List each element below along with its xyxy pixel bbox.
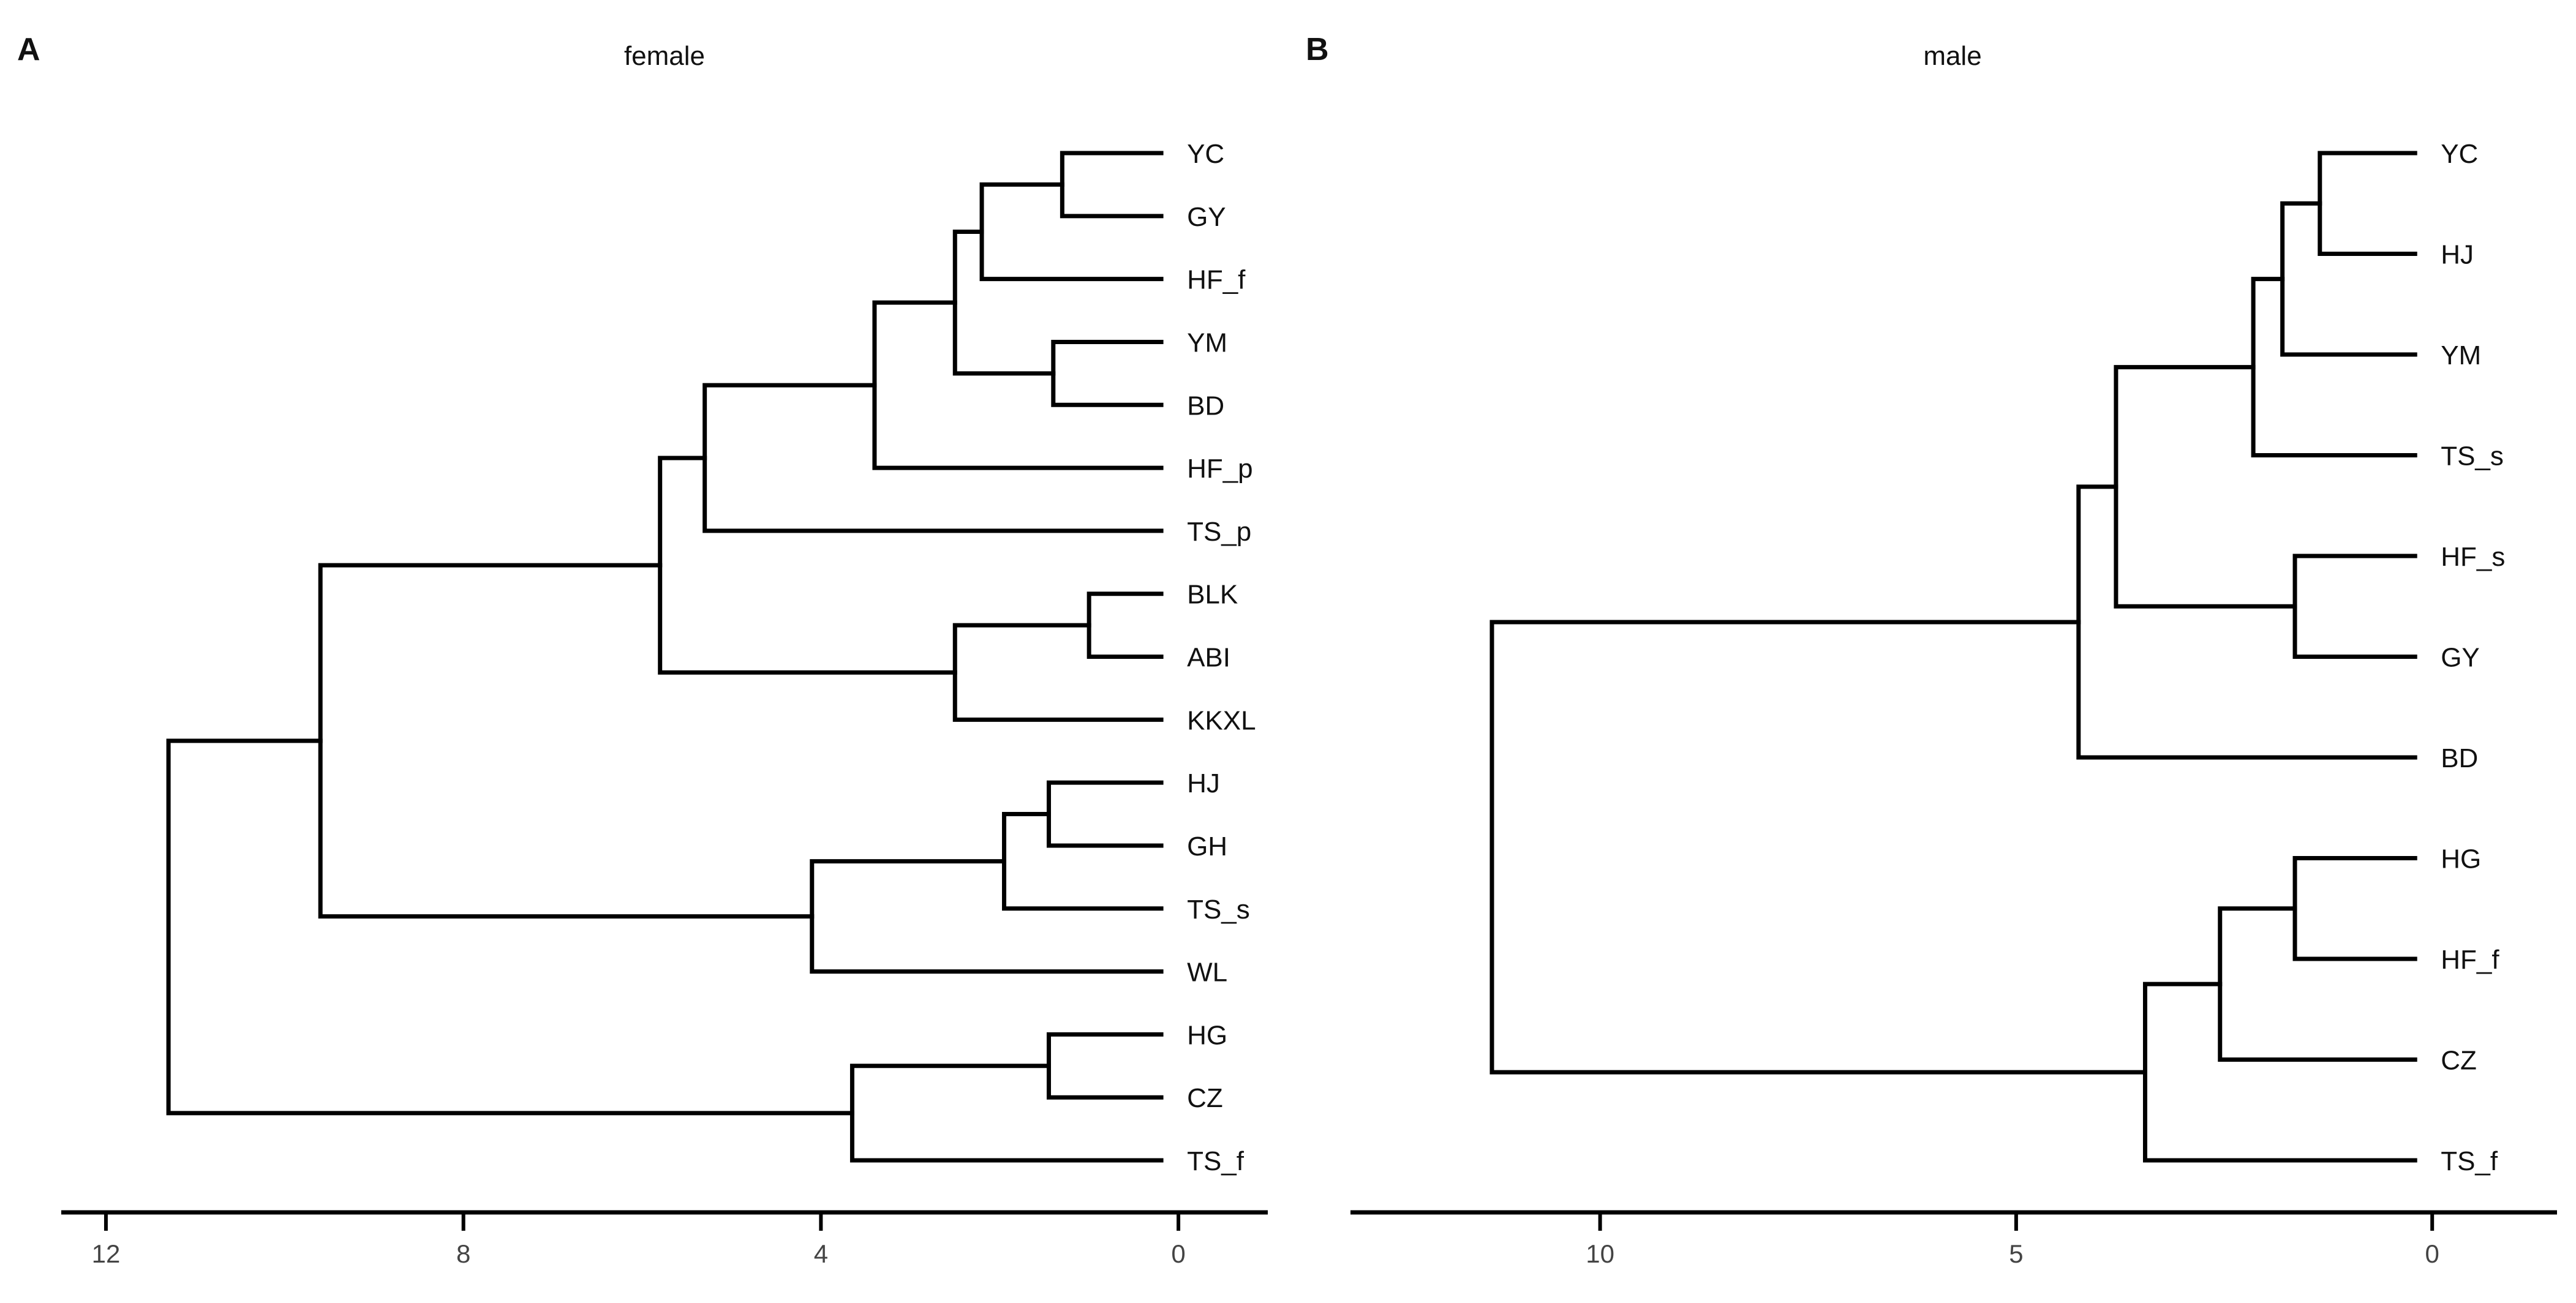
leaf-label-hf-p: HF_p [1187,454,1253,484]
leaf-label-bd: BD [1187,391,1224,421]
leaf-label-ts-f: TS_f [1187,1146,1245,1176]
leaf-label-yc: YC [2441,139,2478,169]
leaf-label-hg: HG [2441,844,2481,874]
panel-label-a: A [17,32,40,67]
x-axis: 10 5 0 [1350,1210,2557,1268]
x-tick-label: 4 [814,1239,828,1268]
x-tick-label: 0 [2425,1239,2439,1268]
leaf-label-abi: ABI [1187,643,1230,673]
panel-title-female: female [624,41,705,71]
leaf-label-group: YC GY HF_f YM BD HF_p TS_p BLK ABI KKXL HJ GH TS_s WL… [1187,139,1256,1176]
branch-male-3 [2251,277,2417,457]
leaf-label-kkxl: KKXL [1187,705,1256,735]
leaf-label-ts-s: TS_s [1187,895,1250,925]
leaf-label-hj: HJ [1187,768,1220,798]
branch-female-6 [702,383,1164,533]
branch-male-4 [2292,554,2417,659]
x-tick-label: 5 [2009,1239,2023,1268]
leaf-label-ts-f: TS_f [2441,1146,2498,1176]
branch-group [166,151,1164,1163]
leaf-label-hg: HG [1187,1020,1227,1050]
leaf-label-group: YC HJ YM TS_s HF_s GY BD HG HF_f CZ TS_f [2441,139,2505,1176]
leaf-label-gy: GY [1187,202,1226,232]
leaf-label-hj: HJ [2441,240,2474,270]
leaf-label-cz: CZ [2441,1046,2477,1076]
panel-female: A female YC GY HF_f YM BD HF_p TS_p BLK ABI KKXL H… [17,32,1268,1268]
leaf-label-ts-s: TS_s [2441,441,2504,471]
x-tick-label: 10 [1586,1239,1614,1268]
leaf-label-wl: WL [1187,958,1227,988]
panel-label-b: B [1306,32,1329,67]
branch-female-1 [1060,151,1164,219]
leaf-label-blk: BLK [1187,580,1238,610]
branch-female-14 [1046,1032,1164,1100]
branch-male-2 [2280,201,2417,357]
branch-female-11 [1002,812,1164,911]
leaf-label-bd: BD [2441,743,2478,773]
leaf-label-yc: YC [1187,139,1224,169]
branch-female-13 [318,563,815,919]
leaf-label-hf-f: HF_f [2441,945,2499,975]
branch-female-3 [1051,339,1164,407]
x-tick-label: 0 [1171,1239,1185,1268]
branch-female-10 [1046,780,1164,848]
leaf-label-ym: YM [1187,328,1227,358]
branch-male-5 [2114,365,2297,609]
branch-female-12 [810,859,1164,974]
branch-group [1489,151,2417,1163]
branch-female-8 [952,623,1164,722]
leaf-label-gy: GY [2441,643,2480,673]
leaf-label-ts-p: TS_p [1187,517,1251,547]
x-axis: 12 8 4 0 [61,1210,1268,1268]
branch-female-4 [952,230,1056,376]
branch-male-1 [2318,151,2417,256]
leaf-label-cz: CZ [1187,1083,1223,1113]
leaf-label-hf-f: HF_f [1187,265,1246,295]
branch-male-8 [2218,906,2417,1062]
leaf-label-ym: YM [2441,340,2481,370]
branch-female-16 [166,738,854,1116]
branch-male-10 [1489,620,2147,1075]
leaf-label-hf-s: HF_s [2441,542,2505,572]
branch-male-7 [2292,856,2417,961]
branch-female-7 [1087,591,1164,659]
branch-male-9 [2142,982,2417,1163]
branch-male-6 [2076,484,2417,760]
leaf-label-gh: GH [1187,832,1227,862]
branch-female-5 [872,300,1164,470]
branch-female-2 [979,182,1164,282]
panel-male: B male YC HJ YM TS_s HF_s GY BD HG HF_f CZ TS_f 10… [1306,32,2557,1268]
x-tick-label: 8 [456,1239,470,1268]
branch-female-15 [849,1064,1164,1163]
x-tick-label: 12 [92,1239,121,1268]
panel-title-male: male [1923,41,1981,71]
